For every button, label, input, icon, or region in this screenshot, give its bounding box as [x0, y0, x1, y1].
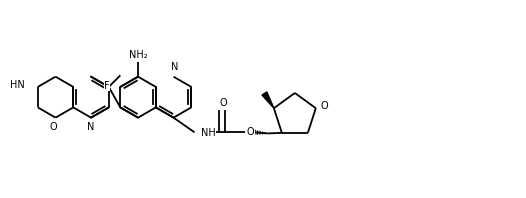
- Text: O: O: [247, 127, 255, 137]
- Text: F: F: [104, 81, 110, 91]
- Text: N: N: [171, 62, 178, 72]
- Text: NH: NH: [201, 128, 216, 138]
- Text: O: O: [320, 101, 328, 111]
- Text: N: N: [87, 122, 95, 132]
- Text: NH₂: NH₂: [129, 50, 147, 60]
- Polygon shape: [262, 92, 274, 108]
- Text: O: O: [49, 122, 57, 132]
- Text: HN: HN: [10, 80, 25, 90]
- Text: O: O: [219, 98, 227, 108]
